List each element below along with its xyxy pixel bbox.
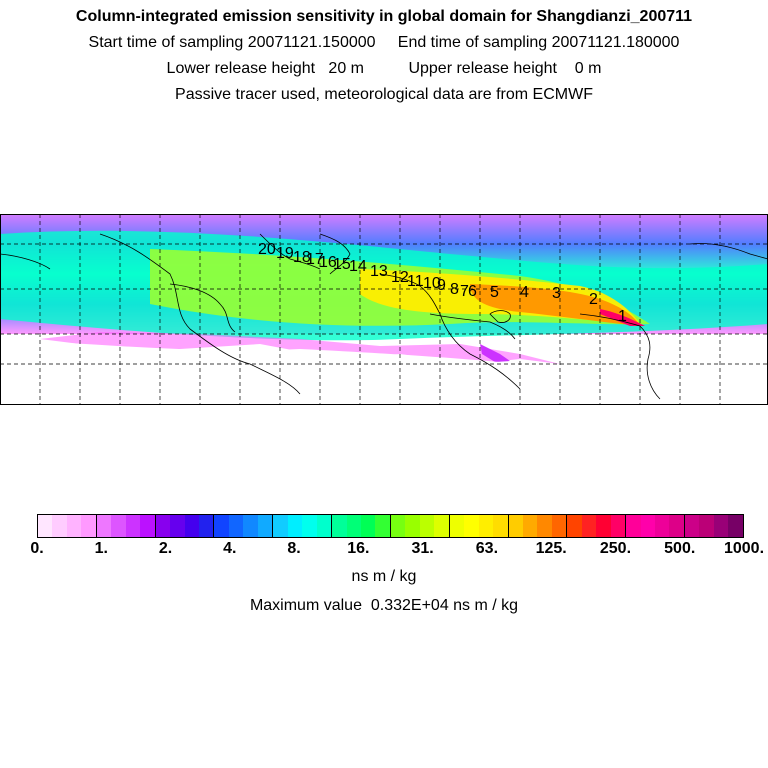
- colorbar-swatch: [140, 515, 156, 537]
- colorbar-tick-label: 16.: [347, 540, 370, 557]
- colorbar-swatch: [170, 515, 185, 537]
- colorbar-swatch: [243, 515, 258, 537]
- colorbar-swatch: [273, 515, 288, 537]
- colorbar-swatch: [699, 515, 714, 537]
- colorbar-swatch: [125, 515, 141, 537]
- plume-core: [600, 309, 645, 326]
- trajectory-label: 6: [468, 283, 477, 300]
- colorbar-swatch: [302, 515, 317, 537]
- colorbar-swatch: [434, 515, 450, 537]
- trajectory-label: 14: [349, 258, 367, 275]
- colorbar-tick-label: 4.: [223, 540, 237, 557]
- colorbar-tick-label: 63.: [475, 540, 499, 557]
- trajectory-label: 10: [423, 275, 441, 292]
- colorbar-swatch: [713, 515, 729, 537]
- colorbar-swatch: [610, 515, 627, 537]
- plume-patch: [480, 344, 510, 362]
- colorbar-swatch: [581, 515, 597, 537]
- colorbar-swatch: [111, 515, 126, 537]
- colorbar-swatch: [214, 515, 229, 537]
- colorbar-swatch: [522, 515, 538, 537]
- colorbar-swatch: [184, 515, 199, 537]
- colorbar-tick-label: 500.: [664, 540, 696, 557]
- colorbar-swatch: [669, 515, 685, 537]
- colorbar-swatch: [257, 515, 274, 537]
- plume-orange: [470, 284, 640, 326]
- colorbar-unit: ns m / kg: [351, 568, 417, 585]
- trajectory-label: 2: [589, 291, 598, 308]
- colorbar-swatch: [551, 515, 568, 537]
- trajectory-label: 5: [490, 284, 499, 301]
- colorbar-swatch: [96, 515, 112, 537]
- colorbar-swatch: [346, 515, 361, 537]
- trajectory-label: 7: [460, 283, 469, 300]
- trajectory-label: 15: [333, 256, 351, 273]
- colorbar-swatch: [81, 515, 97, 537]
- sampling-times: Start time of sampling 20071121.150000 E…: [88, 34, 680, 51]
- colorbar-swatch: [684, 515, 700, 537]
- colorbar-swatch: [198, 515, 215, 537]
- trajectory-label: 11: [407, 273, 424, 290]
- colorbar-swatch: [596, 515, 611, 537]
- graticule: [0, 214, 768, 405]
- colorbar-swatch: [728, 515, 743, 537]
- colorbar-swatch: [493, 515, 509, 537]
- trajectory-label: 17: [306, 251, 324, 268]
- trajectory-label: 18: [293, 249, 311, 266]
- colorbar-swatch: [52, 515, 67, 537]
- low-sensitivity-area: [0, 339, 768, 405]
- colorbar-swatch: [449, 515, 465, 537]
- colorbar-swatch: [155, 515, 171, 537]
- colorbar-swatch: [640, 515, 656, 537]
- colorbar-swatch: [626, 515, 641, 537]
- trajectory-label: 1: [618, 308, 627, 325]
- colorbar-swatch: [287, 515, 303, 537]
- trajectory-label: 9: [437, 277, 446, 294]
- colorbar-swatch: [405, 515, 420, 537]
- trajectory-label: 16: [319, 254, 337, 271]
- colorbar-swatch: [419, 515, 435, 537]
- plume-fringe: [40, 332, 560, 364]
- colorbar-tick-label: 2.: [158, 540, 173, 557]
- colorbar-tick-label: 1.: [94, 540, 108, 557]
- colorbar-tick-label: 8.: [287, 540, 301, 557]
- trajectory-label: 4: [520, 284, 529, 301]
- trajectory-label: 8: [450, 281, 459, 298]
- colorbar: [37, 514, 744, 538]
- maximum-value: Maximum value 0.332E+04 ns m / kg: [249, 597, 519, 614]
- colorbar-swatch: [316, 515, 333, 537]
- trajectory-label: 13: [370, 263, 388, 280]
- colorbar-swatch: [375, 515, 391, 537]
- trajectory-label: 3: [552, 285, 561, 302]
- colorbar-swatch: [38, 515, 53, 537]
- colorbar-swatch: [66, 515, 82, 537]
- colorbar-swatch: [360, 515, 376, 537]
- colorbar-tick-label: 31.: [411, 540, 434, 557]
- trajectory-label: 19: [276, 245, 294, 262]
- trajectory-label: 20: [258, 241, 276, 258]
- colorbar-swatch: [508, 515, 523, 537]
- coastlines: [0, 233, 768, 400]
- colorbar-swatch: [478, 515, 494, 537]
- colorbar-tick-label: 0.: [30, 540, 44, 557]
- colorbar-swatch: [464, 515, 479, 537]
- colorbar-swatch: [537, 515, 552, 537]
- colorbar-swatch: [228, 515, 244, 537]
- colorbar-tick-label: 250.: [599, 540, 632, 557]
- trajectory-label: 12: [391, 269, 409, 286]
- colorbar-swatch: [655, 515, 670, 537]
- colorbar-tick-label: 1000.: [723, 540, 765, 557]
- colorbar-swatch: [332, 515, 347, 537]
- colorbar-swatch: [567, 515, 582, 537]
- release-heights: Lower release height 20 m Upper release …: [166, 60, 602, 77]
- tracer-info: Passive tracer used, meteorological data…: [175, 86, 593, 103]
- figure-title: Column-integrated emission sensitivity i…: [75, 8, 693, 25]
- colorbar-swatch: [390, 515, 406, 537]
- colorbar-tick-label: 125.: [535, 540, 567, 557]
